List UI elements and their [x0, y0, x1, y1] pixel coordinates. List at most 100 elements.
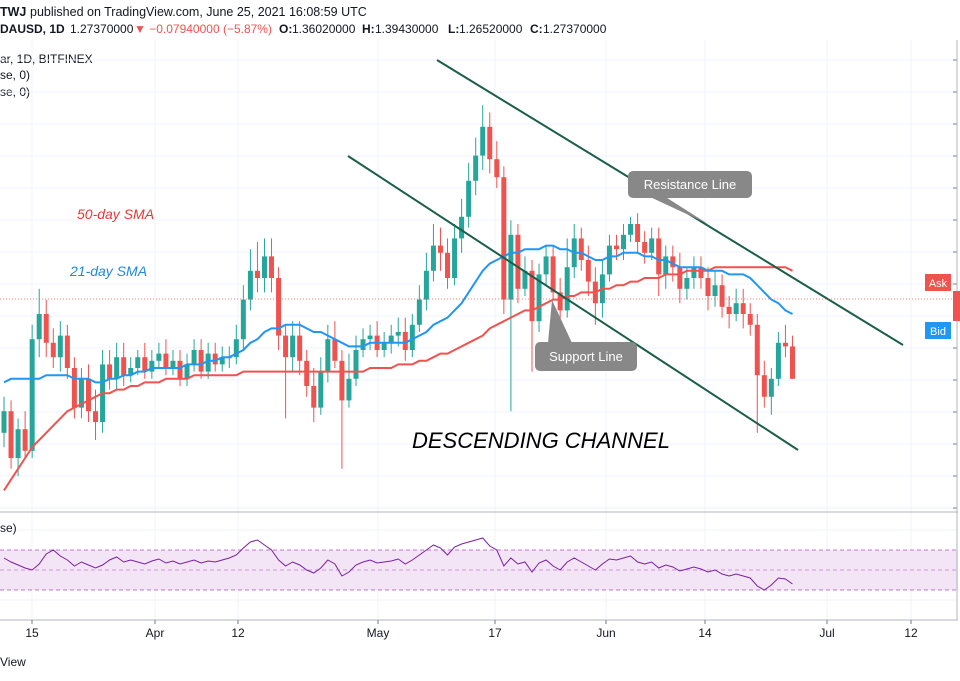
candle-body [346, 378, 352, 401]
candle-body [170, 360, 176, 368]
ohlc-low-key: L: [448, 22, 460, 36]
author-name[interactable]: TWJ [0, 5, 27, 19]
candle-body [57, 335, 63, 358]
time-axis-label: 12 [231, 626, 245, 640]
candle-body [276, 278, 282, 336]
resistance-callout-text: Resistance Line [644, 177, 737, 192]
time-axis-label: Jul [819, 626, 834, 640]
time-axis-label: 14 [698, 626, 712, 640]
rsi-legend: se) [0, 521, 17, 535]
ohlc-high-key: H: [362, 22, 375, 36]
candle-body [487, 126, 493, 160]
support-trendline [347, 155, 799, 451]
symbol-legend[interactable]: ar, 1D, BITFINEX [0, 52, 93, 66]
candle-body [64, 335, 70, 368]
candle-body [550, 256, 556, 293]
candle-body [712, 285, 718, 296]
candle-body [698, 267, 704, 278]
candle-body [240, 299, 246, 340]
candle-body [416, 299, 422, 325]
candle-body [445, 252, 451, 278]
candle-body [8, 411, 14, 458]
candle-body [156, 353, 162, 361]
candle-body [515, 234, 521, 289]
time-axis-label: May [367, 626, 390, 640]
ohlc-open-key: O: [279, 22, 293, 36]
candle-body [339, 360, 345, 401]
candle-body [233, 339, 239, 358]
candle-body [628, 224, 634, 235]
resistance-callout-box [628, 171, 752, 198]
ohlc-open: 1.36020000 [292, 22, 356, 36]
support-callout-pointer [548, 300, 572, 343]
candle-body [198, 350, 204, 372]
candle-body [297, 335, 303, 361]
candle-body [522, 270, 528, 289]
candle-body [508, 234, 514, 300]
candle-body [205, 353, 211, 372]
sma21-label: 21-day SMA [69, 263, 147, 279]
tradingview-footer[interactable]: View [0, 655, 26, 669]
sma50-label: 50-day SMA [77, 206, 154, 222]
candle-body [782, 342, 788, 347]
candle-body [501, 177, 507, 300]
candle-body [163, 353, 169, 368]
rsi-band [0, 550, 958, 590]
ask-tag-label: Ask [929, 278, 948, 290]
candle-body [184, 364, 190, 379]
candle-body [754, 324, 760, 376]
candle-body [494, 159, 500, 178]
ohlc-low: 1.26520000 [459, 22, 523, 36]
publish-header: TWJ published on TradingView.com, June 2… [0, 0, 960, 24]
candle-body [719, 285, 725, 307]
candle-body [22, 429, 28, 451]
indicator-legend-1[interactable]: se, 0) [0, 68, 31, 82]
candle-body [149, 360, 155, 372]
candle-body [1, 411, 7, 433]
candle-body [437, 245, 443, 253]
price-change: ▼ −0.07940000 (−5.87%) [134, 22, 272, 36]
candle-body [402, 332, 408, 350]
candle-body [325, 339, 331, 372]
ohlc-high: 1.39430000 [375, 22, 439, 36]
support-callout-box [535, 342, 637, 371]
published-info: published on TradingView.com, June 25, 2… [30, 5, 367, 19]
candle-body [543, 256, 549, 275]
candle-body [705, 278, 711, 296]
candle-body [283, 335, 289, 358]
candle-body [733, 303, 739, 314]
time-axis-label: 12 [904, 626, 918, 640]
symbol-ticker: DAUSD, 1D [0, 22, 65, 36]
support-callout-text: Support Line [549, 349, 623, 364]
ohlc-close-key: C: [530, 22, 543, 36]
candle-body [191, 350, 197, 365]
candle-body [381, 342, 387, 350]
candle-body [177, 360, 183, 379]
candle-body [613, 245, 619, 250]
candle-body [212, 353, 218, 365]
candle-body [768, 378, 774, 397]
candle-body [311, 386, 317, 408]
candle-body [107, 364, 113, 379]
candle-body [578, 238, 584, 260]
bid-tag-label: Bid [930, 326, 946, 338]
candle-body [656, 238, 662, 275]
bid-tag-box [925, 322, 951, 339]
grid [0, 40, 957, 620]
candle-body [85, 378, 91, 412]
candle-body [304, 360, 310, 386]
candle-body [395, 332, 401, 336]
candle-body [606, 245, 612, 275]
candle-body [684, 278, 690, 289]
sma21-line [3, 244, 793, 384]
candle-body [247, 270, 253, 300]
candle-body [269, 256, 275, 278]
candle-body [360, 339, 366, 350]
candle-body [621, 234, 627, 250]
candle-body [585, 260, 591, 282]
candle-body [459, 216, 465, 239]
candle-body [318, 371, 324, 408]
candle-body [254, 270, 260, 278]
candle-body [121, 357, 127, 376]
